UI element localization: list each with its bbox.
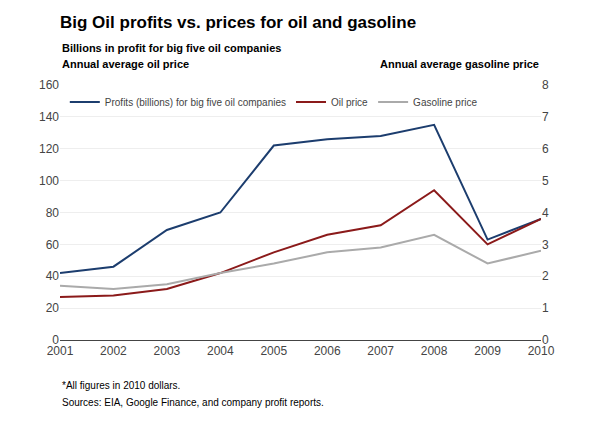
svg-text:5: 5 (542, 174, 549, 188)
svg-text:Profits (billions) for big fiv: Profits (billions) for big five oil comp… (105, 97, 286, 108)
svg-text:4: 4 (542, 206, 549, 220)
svg-text:2005: 2005 (260, 344, 287, 358)
svg-text:6: 6 (542, 142, 549, 156)
svg-text:Oil price: Oil price (331, 97, 368, 108)
svg-text:140: 140 (39, 110, 59, 124)
svg-text:2008: 2008 (421, 344, 448, 358)
svg-text:Big Oil profits vs. prices for: Big Oil profits vs. prices for oil and g… (60, 13, 416, 32)
svg-text:100: 100 (39, 174, 59, 188)
svg-text:0: 0 (542, 333, 549, 347)
svg-text:2007: 2007 (367, 344, 394, 358)
svg-text:1: 1 (542, 301, 549, 315)
svg-text:7: 7 (542, 110, 549, 124)
svg-text:Sources: EIA, Google Finance,: Sources: EIA, Google Finance, and compan… (62, 397, 324, 408)
svg-text:40: 40 (46, 269, 60, 283)
svg-text:Annual average oil price: Annual average oil price (62, 58, 189, 70)
svg-text:2003: 2003 (154, 344, 181, 358)
svg-text:2009: 2009 (474, 344, 501, 358)
svg-text:2001: 2001 (47, 344, 74, 358)
svg-text:*All figures in 2010 dollars.: *All figures in 2010 dollars. (62, 380, 180, 391)
svg-text:Annual average gasoline price: Annual average gasoline price (380, 58, 539, 70)
svg-text:20: 20 (46, 301, 60, 315)
svg-text:2010: 2010 (528, 344, 555, 358)
svg-text:2002: 2002 (100, 344, 127, 358)
svg-text:8: 8 (542, 78, 549, 92)
svg-text:3: 3 (542, 238, 549, 252)
svg-text:Gasoline price: Gasoline price (413, 97, 477, 108)
svg-text:2: 2 (542, 269, 549, 283)
svg-text:60: 60 (46, 238, 60, 252)
svg-text:2006: 2006 (314, 344, 341, 358)
svg-text:160: 160 (39, 78, 59, 92)
svg-text:2004: 2004 (207, 344, 234, 358)
svg-text:0: 0 (52, 333, 59, 347)
svg-text:Billions in profit for big fiv: Billions in profit for big five oil comp… (62, 42, 281, 54)
svg-text:80: 80 (46, 206, 60, 220)
svg-text:120: 120 (39, 142, 59, 156)
